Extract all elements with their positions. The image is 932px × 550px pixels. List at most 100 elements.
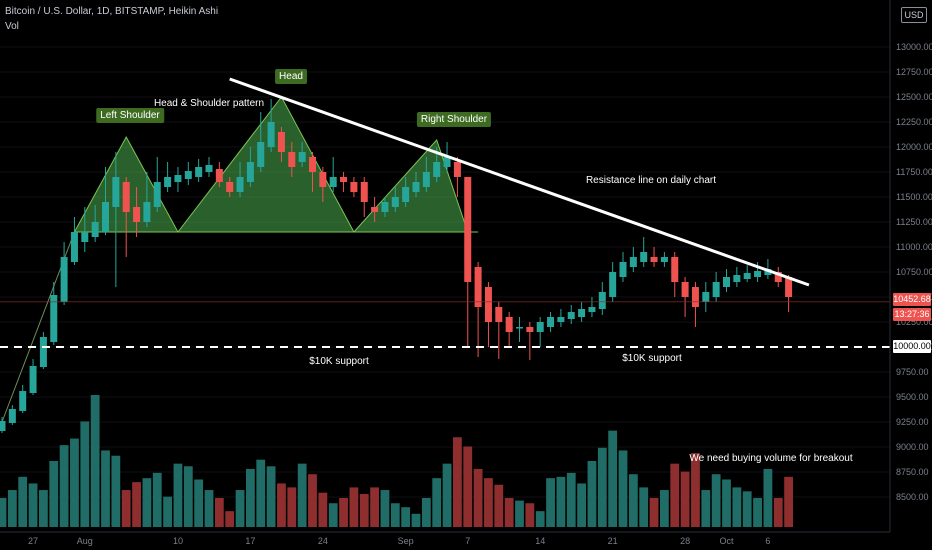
chart-title[interactable]: Bitcoin / U.S. Dollar, 1D, BITSTAMP, Hei… [5,6,219,17]
candle-body [133,207,141,222]
candle-body [723,277,730,287]
candle-body [288,152,296,167]
volume-bar [49,461,59,527]
candle-body [433,162,441,177]
price-tick-label: 12750.00 [896,67,932,77]
currency-button[interactable]: USD [901,7,927,23]
volume-bar [349,487,359,527]
candle-body [371,207,379,212]
volume-bar [711,474,721,527]
volume-bar [101,450,110,527]
candle-body [257,142,265,167]
time-tick-label: 7 [465,536,470,546]
volume-indicator-label[interactable]: Vol [5,21,19,32]
candle-body [743,273,751,279]
volume-bar [121,490,131,527]
candle-body [754,271,762,277]
price-tick-label: 11000.00 [896,242,932,252]
last-price-tag: 10452.68 [893,293,931,306]
volume-bar [494,484,504,527]
candle-body [619,262,627,277]
volume-bar [763,468,773,527]
candle-body [236,177,244,192]
volume-bar [453,437,462,527]
candle-body [102,202,109,232]
candle-body [671,257,679,282]
volume-bar [266,466,276,527]
resistance-note: Resistance line on daily chart [585,175,717,186]
volume-bar [173,463,183,527]
volume-bar [639,487,649,527]
candle-body [691,287,699,307]
candle-body [650,257,658,262]
time-tick-label: 24 [318,536,328,546]
price-axis[interactable]: 13000.00 12750.00 12500.00 12250.00 12000.00… [889,0,932,532]
volume-bar [691,453,700,527]
candle-body [39,337,47,367]
time-tick-label: 6 [765,536,770,546]
volume-bar [660,490,669,527]
candle-body [81,232,89,242]
volume-bar [194,479,204,527]
candle-body [443,157,451,167]
volume-bar [277,483,286,527]
volume-bar [308,474,317,527]
candle-body [60,257,68,302]
volume-bar [618,450,628,527]
volume-bar [359,494,369,527]
volume-bar [59,445,69,527]
volume-bar [370,487,379,527]
time-axis[interactable]: 27 Aug 10 17 24 Sep 7 14 21 28 Oct 6 [0,531,890,546]
time-tick-label: Aug [77,536,93,546]
candle-body [557,317,565,322]
price-tick-label: 10250.00 [896,317,932,327]
pattern-note: Head & Shoulder pattern [153,98,265,109]
volume-bar [722,479,731,527]
candle-body [246,162,254,182]
candle-body [578,309,586,317]
candle-body [609,272,617,297]
candle-body [505,317,513,332]
candle-body [205,165,213,172]
candle-body [143,202,151,222]
support-note-right: $10K support [622,353,682,364]
volume-bar [773,497,783,527]
candle-body [474,267,482,307]
candle-body [340,177,348,182]
candle-body [50,295,58,342]
resistance-line [229,77,810,287]
price-tick-label: 12500.00 [896,92,932,102]
price-tick-label: 9000.00 [896,442,929,452]
volume-bar [183,466,193,527]
time-tick-label: Sep [398,536,414,546]
time-tick-label: 21 [608,536,618,546]
volume-bar [442,463,452,527]
candle-body [629,257,637,267]
volume-bar [152,472,162,527]
time-tick-label: Oct [719,536,734,546]
volume-bar [318,492,328,527]
volume-bar [411,513,421,527]
candle-body [484,287,492,322]
candle-body [195,167,203,177]
candle-body [702,292,710,302]
time-tick-label: 10 [173,536,183,546]
price-tick-label: 9500.00 [896,392,929,402]
volume-note: We need buying volume for breakout [689,453,853,464]
candle-body [226,182,234,192]
volume-bar [484,478,493,527]
candle-body [215,169,223,182]
candle-body [422,172,430,187]
volume-bar [90,395,100,527]
volume-bar [246,468,255,527]
candle-body [298,152,306,162]
candle-body [184,171,192,179]
candle-body [112,177,120,207]
candle-body [360,182,368,202]
candle-body [19,391,27,411]
volume-bar [753,497,762,527]
pattern-triangle [176,96,355,233]
volume-bar [732,487,742,527]
candle-body [350,182,358,192]
